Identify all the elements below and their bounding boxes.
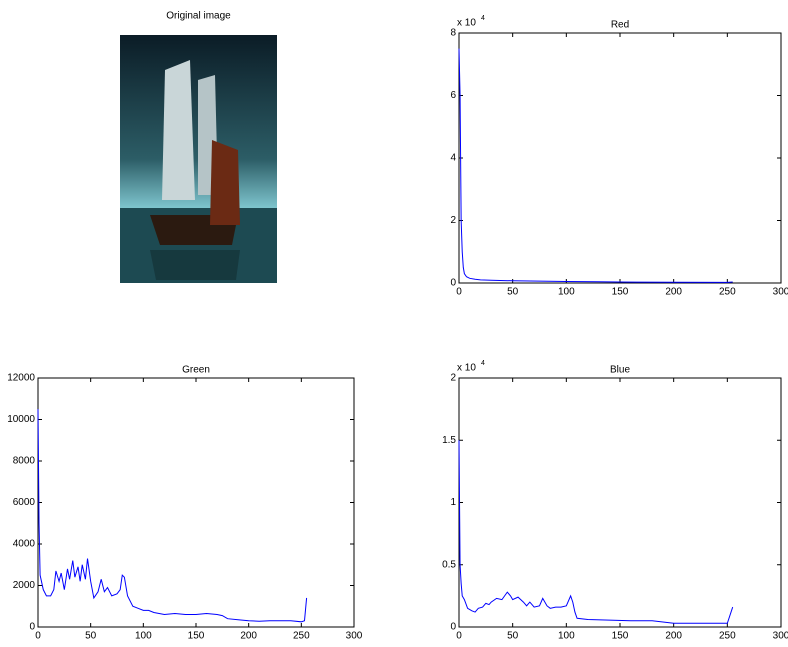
x-tick-label: 0 [456,631,462,642]
x-tick-label: 250 [293,631,310,642]
x-tick-label: 100 [558,631,575,642]
axis-multiplier: x 10 [457,363,476,374]
x-tick-label: 200 [665,631,682,642]
x-tick-label: 200 [665,287,682,298]
x-tick-label: 50 [507,631,519,642]
y-tick-label: 10000 [7,414,35,425]
chart-title: Blue [610,365,630,376]
histogram-line [458,48,733,283]
y-tick-label: 2 [450,373,456,384]
x-tick-label: 50 [507,287,519,298]
x-tick-label: 100 [135,631,152,642]
chart-title: Original image [166,11,231,22]
x-tick-label: 300 [346,631,363,642]
plot-frame [458,377,782,628]
x-tick-label: 150 [612,631,629,642]
histogram-line [458,440,734,624]
x-tick-label: 0 [35,631,41,642]
y-tick-label: 6000 [13,497,36,508]
y-tick-label: 0 [450,278,456,289]
ship-image [120,35,277,283]
y-tick-label: 2000 [13,580,36,591]
x-tick-label: 200 [240,631,257,642]
x-tick-label: 150 [612,287,629,298]
y-tick-label: 6 [450,90,456,101]
y-tick-label: 4 [450,153,456,164]
y-tick-label: 0.5 [442,559,456,570]
histogram-line [37,409,308,623]
y-tick-label: 0 [450,622,456,633]
y-tick-label: 1.5 [442,435,456,446]
x-tick-label: 150 [188,631,205,642]
chart-title: Green [182,365,210,376]
x-tick-label: 0 [456,287,462,298]
chart-title: Red [611,20,629,31]
plot-frame [37,377,355,628]
x-tick-label: 300 [773,631,788,642]
axis-multiplier-exponent: 4 [481,15,485,22]
y-tick-label: 8 [450,28,456,39]
plot-frame [458,32,782,284]
y-tick-label: 0 [29,622,35,633]
x-tick-label: 300 [773,287,788,298]
y-tick-label: 4000 [13,539,36,550]
x-tick-label: 100 [558,287,575,298]
y-tick-label: 2 [450,215,456,226]
y-tick-label: 1 [450,497,456,508]
axis-multiplier-exponent: 4 [481,360,485,367]
y-tick-label: 8000 [13,456,36,467]
axis-multiplier: x 10 [457,18,476,29]
x-tick-label: 50 [85,631,97,642]
x-tick-label: 250 [719,287,736,298]
x-tick-label: 250 [719,631,736,642]
y-tick-label: 12000 [7,373,35,384]
